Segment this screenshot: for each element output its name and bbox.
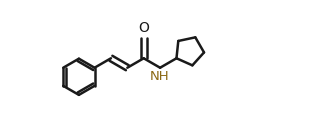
Text: O: O — [138, 21, 149, 35]
Text: NH: NH — [149, 70, 169, 83]
